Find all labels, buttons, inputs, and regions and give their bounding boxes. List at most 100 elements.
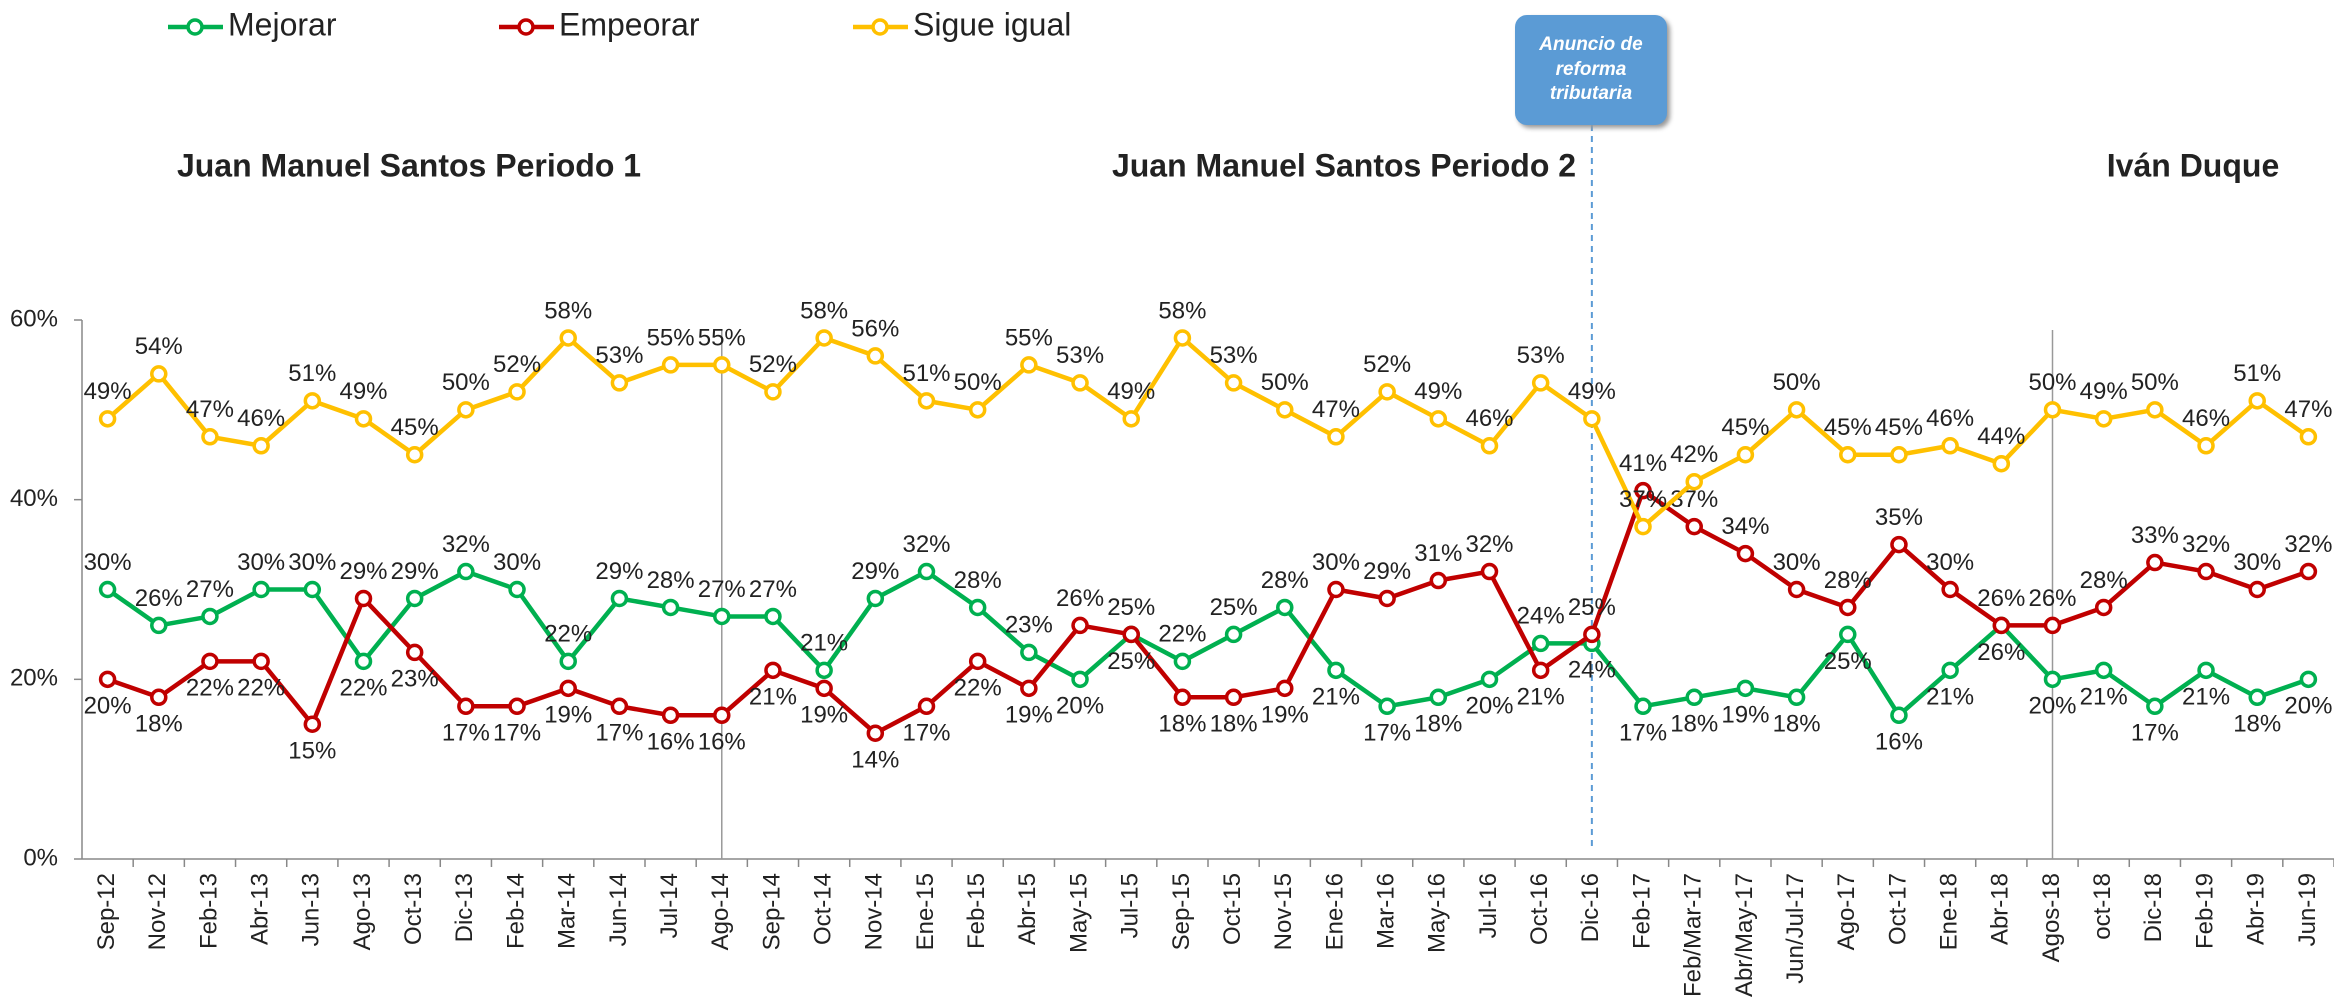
point [2094, 410, 2113, 428]
data-label: 21% [749, 684, 797, 711]
data-label: 46% [1926, 405, 1974, 432]
point [1071, 374, 1089, 392]
point [815, 329, 833, 347]
data-label: 22% [339, 675, 387, 702]
point [1531, 661, 1550, 680]
data-label: 25% [1107, 648, 1155, 675]
point [610, 374, 629, 392]
point [1736, 679, 1755, 698]
data-label: 55% [698, 324, 746, 351]
data-label: 53% [1210, 342, 1258, 369]
legend-marker [517, 18, 535, 36]
point [1224, 374, 1243, 392]
data-label: 49% [1414, 378, 1462, 405]
point [713, 607, 731, 626]
data-label: 22% [237, 675, 285, 702]
data-label: 16% [698, 729, 746, 756]
x-tick-label: Jun-13 [298, 873, 325, 946]
point [303, 715, 322, 733]
point [303, 580, 322, 599]
x-tick-label: Oct-13 [400, 873, 427, 945]
data-label: 17% [493, 720, 541, 747]
data-label: 23% [1005, 612, 1053, 639]
data-label: 49% [84, 378, 132, 405]
legend-label: Mejorar [228, 6, 337, 42]
data-label: 18% [1773, 711, 1821, 738]
data-label: 37% [1619, 486, 1667, 513]
point [1736, 544, 1755, 563]
x-tick-label: Mar-14 [554, 873, 581, 949]
point [764, 661, 782, 680]
data-label: 17% [442, 720, 490, 747]
series-line [106, 569, 2310, 718]
data-label: 47% [2284, 396, 2332, 423]
x-tick-label: Jul-15 [1117, 873, 1144, 938]
y-tick-label: 0% [23, 844, 58, 871]
point [150, 616, 168, 635]
data-label: 26% [1977, 585, 2025, 612]
point [1839, 625, 1857, 644]
data-label: 25% [1824, 648, 1872, 675]
point [2248, 688, 2266, 707]
x-tick-label: Jun-14 [605, 873, 632, 946]
x-tick-label: Ago-14 [707, 873, 734, 950]
data-label: 53% [595, 342, 643, 369]
data-label: 50% [2028, 369, 2076, 396]
point [252, 437, 270, 455]
x-tick-label: Sep-12 [93, 873, 120, 950]
data-label: 30% [237, 549, 285, 576]
x-tick-label: Ene-18 [1935, 873, 1962, 950]
x-tick-label: Sep-15 [1168, 873, 1195, 950]
data-label: 37% [1670, 486, 1718, 513]
point [1071, 670, 1089, 689]
point [457, 562, 475, 581]
data-label: 58% [1158, 297, 1206, 324]
point [713, 706, 731, 725]
data-label: 16% [647, 729, 695, 756]
point [252, 652, 270, 671]
x-tick-label: Oct-14 [809, 873, 836, 945]
data-label: 22% [544, 621, 592, 648]
point [457, 401, 475, 419]
data-label: 51% [902, 360, 950, 387]
data-label: 21% [1926, 684, 1974, 711]
point [1890, 535, 1908, 554]
data-label: 45% [1875, 414, 1923, 441]
data-label: 28% [647, 567, 695, 594]
point [1890, 446, 1908, 464]
data-label: 20% [1465, 693, 1513, 720]
point [1173, 652, 1192, 671]
point [405, 589, 424, 608]
legend-marker [186, 18, 204, 36]
data-label: 17% [1363, 720, 1411, 747]
data-label: 52% [493, 351, 541, 378]
point [764, 383, 782, 401]
data-label: 49% [1107, 378, 1155, 405]
data-label: 49% [339, 378, 387, 405]
data-label: 29% [391, 558, 439, 585]
data-label: 47% [1312, 396, 1360, 423]
point [1480, 562, 1499, 581]
point [508, 697, 526, 716]
point [1480, 670, 1499, 689]
point [252, 580, 270, 599]
data-label: 30% [1773, 549, 1821, 576]
x-tick-label: Agos-18 [2038, 873, 2065, 962]
data-label: 18% [135, 711, 183, 738]
point [764, 607, 782, 626]
y-tick-label: 20% [10, 665, 58, 692]
data-label: 29% [339, 558, 387, 585]
point [917, 697, 936, 716]
x-tick-label: Abr-19 [2243, 873, 2270, 945]
point [457, 697, 475, 716]
data-label: 35% [1875, 504, 1923, 531]
data-label: 19% [544, 702, 592, 729]
point [98, 580, 117, 599]
point [968, 598, 987, 617]
x-tick-label: Ago-17 [1833, 873, 1860, 950]
point [968, 401, 987, 419]
data-label: 29% [851, 558, 899, 585]
data-label: 28% [954, 567, 1002, 594]
data-label: 25% [1210, 594, 1258, 621]
data-label: 17% [902, 720, 950, 747]
